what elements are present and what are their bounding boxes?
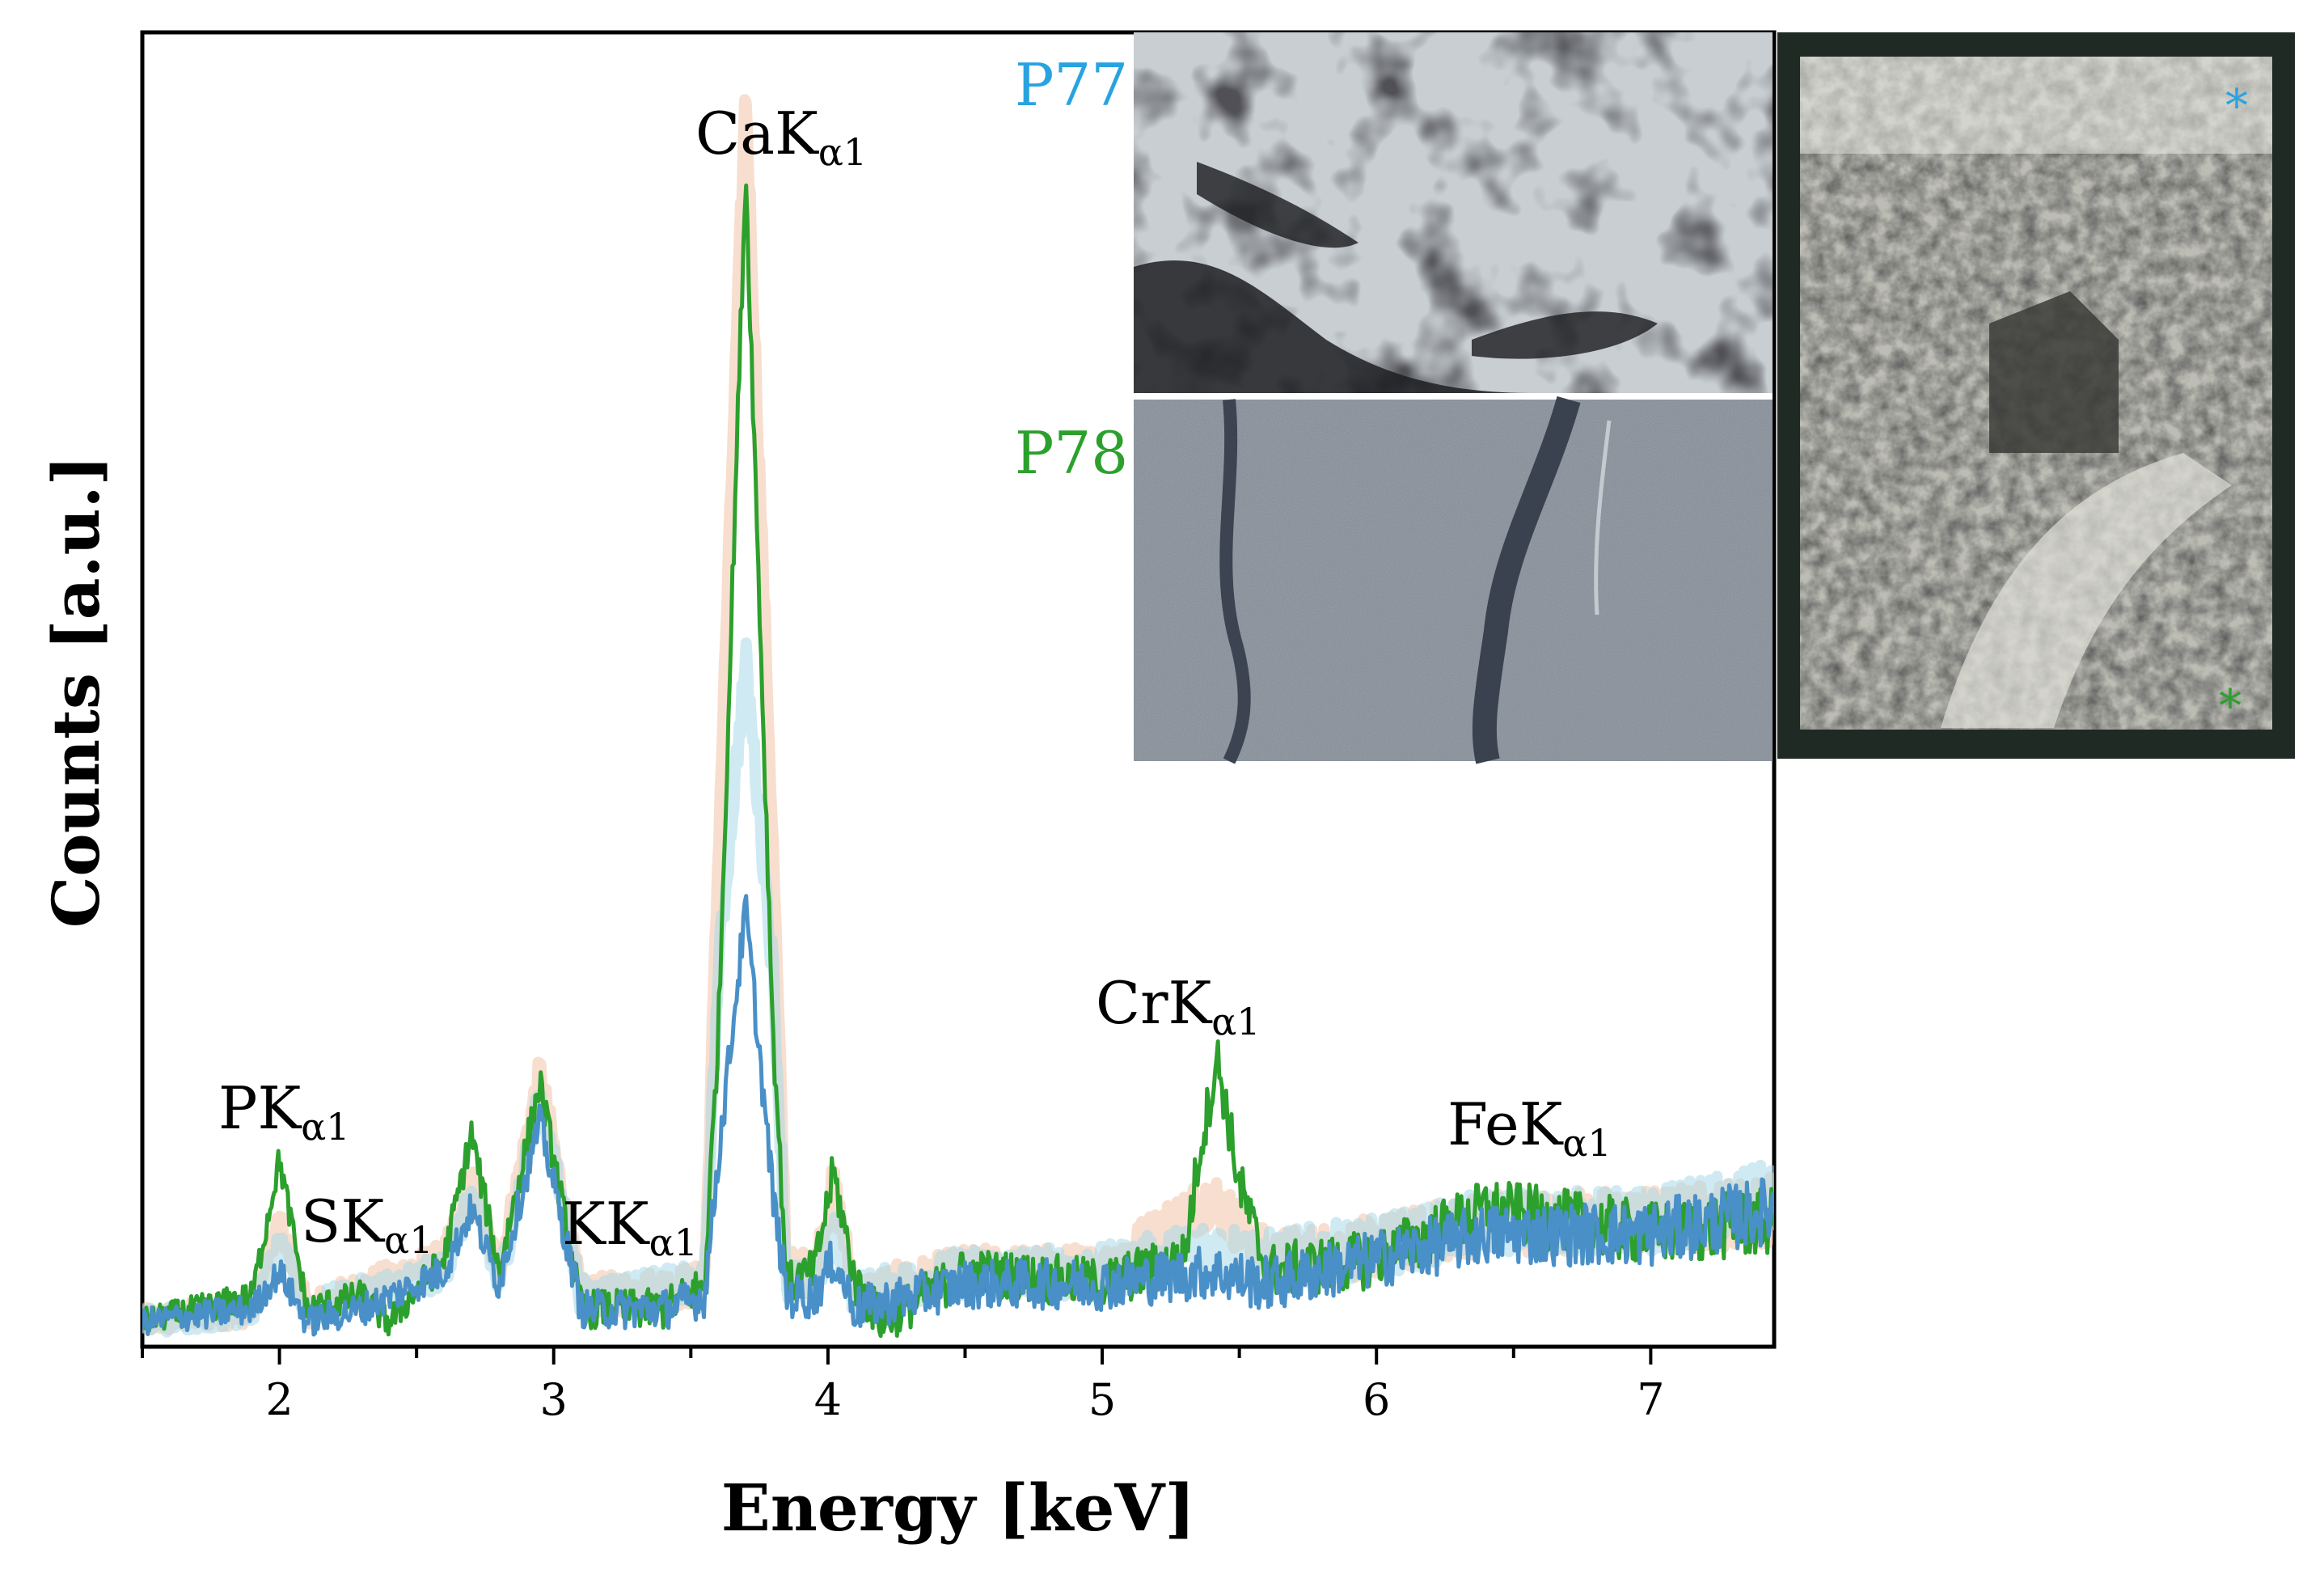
inset-historical-photo xyxy=(1777,32,2295,759)
spectra-series xyxy=(142,94,1774,1339)
x-tick-label: 2 xyxy=(265,1374,293,1425)
x-tick-label: 6 xyxy=(1363,1374,1390,1425)
x-axis-ticks: 2 3 4 5 6 7 xyxy=(141,1347,1665,1425)
x-tick-label: 4 xyxy=(814,1374,842,1425)
peak-label-k: KKα1 xyxy=(562,1190,698,1264)
photo-marker-p78: * xyxy=(2219,680,2242,733)
photo-marker-p77: * xyxy=(2225,80,2248,133)
inset-p78-image xyxy=(1134,396,1773,764)
peak-label-s: SKα1 xyxy=(301,1187,433,1262)
x-tick-label: 3 xyxy=(540,1374,568,1425)
peak-label-ca: CaKα1 xyxy=(695,99,867,174)
x-tick-label: 7 xyxy=(1637,1374,1664,1425)
inset-divider xyxy=(1134,393,1773,400)
inset-p77-label: P77 xyxy=(1015,51,1128,119)
plot-frame xyxy=(140,30,1777,1349)
inset-p78-label: P78 xyxy=(1015,419,1128,487)
peak-label-p: PKα1 xyxy=(218,1074,350,1149)
spectrum-series-1 xyxy=(142,894,1774,1337)
peak-label-cr: CrKα1 xyxy=(1096,969,1261,1043)
x-axis-title: Energy [keV] xyxy=(721,1470,1196,1546)
x-tick-label: 5 xyxy=(1088,1374,1116,1425)
peak-label-fe: FeKα1 xyxy=(1447,1090,1612,1165)
y-axis-title: Counts [a.u.] xyxy=(38,455,114,929)
inset-p77-image xyxy=(1134,32,1773,393)
